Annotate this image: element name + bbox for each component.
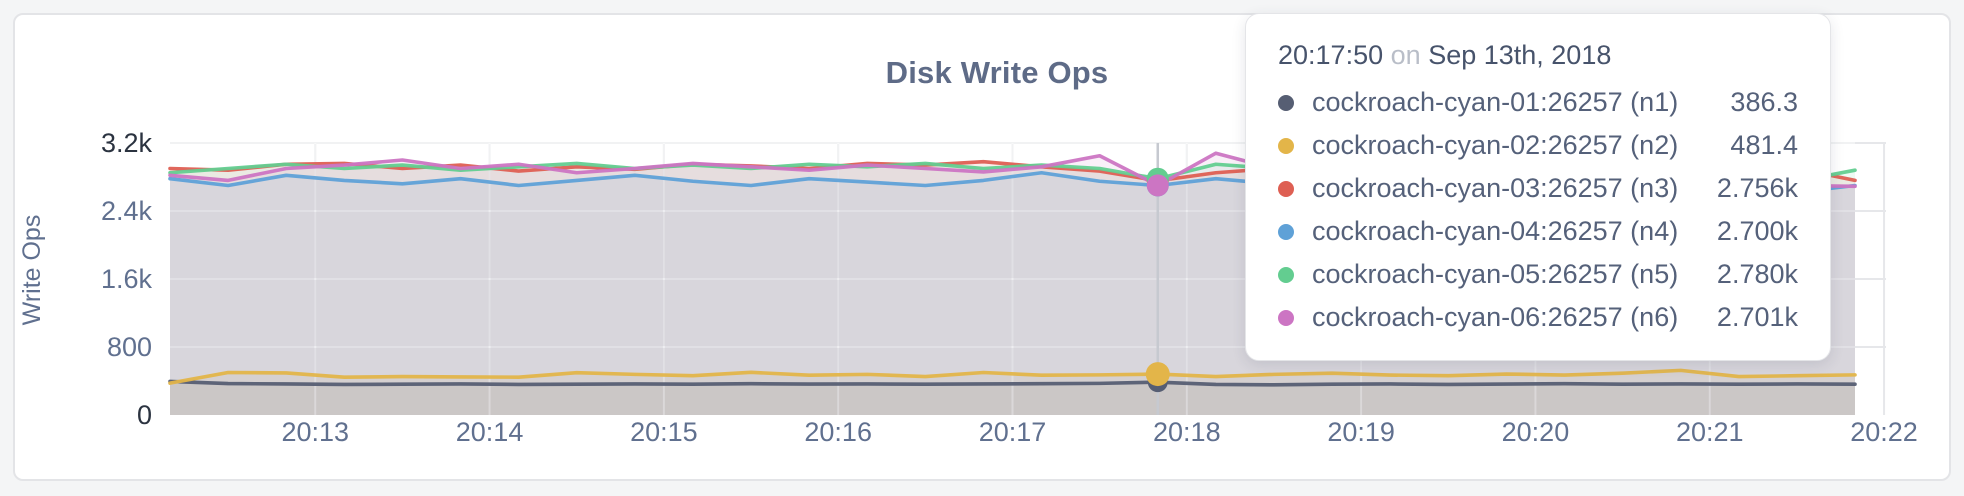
tooltip-on-word: on xyxy=(1390,40,1421,70)
x-tick-label: 20:22 xyxy=(1850,417,1918,447)
tooltip-row: cockroach-cyan-06:26257 (n6) 2.701k xyxy=(1278,296,1798,339)
series-line[interactable] xyxy=(168,368,1857,385)
series-name: cockroach-cyan-06:26257 (n6) xyxy=(1312,302,1679,332)
series-value: 2.780k xyxy=(1716,259,1798,289)
series-lines xyxy=(168,151,1857,387)
series-dot-icon xyxy=(1278,223,1294,240)
series-name: cockroach-cyan-01:26257 (n1) xyxy=(1312,87,1679,117)
x-tick-label: 20:21 xyxy=(1676,417,1744,447)
series-line[interactable] xyxy=(168,379,1857,387)
x-tick-label: 20:14 xyxy=(456,417,524,447)
series-dot-icon xyxy=(1278,180,1294,197)
hover-tooltip: 20:17:50 on Sep 13th, 2018 cockroach-cya… xyxy=(1245,13,1831,361)
axis-labels: 0 800 1.6k 2.4k 3.2k 20:13 20:14 20:15 20:16 20:1… xyxy=(18,128,1918,447)
tooltip-row: cockroach-cyan-02:26257 (n2) 481.4 xyxy=(1278,124,1798,167)
tooltip-row: cockroach-cyan-01:26257 (n1) 386.3 xyxy=(1278,81,1798,124)
area-fill xyxy=(170,370,1855,415)
series-name: cockroach-cyan-02:26257 (n2) xyxy=(1312,130,1679,160)
x-tick-label: 20:16 xyxy=(804,417,872,447)
area-fill xyxy=(170,381,1855,415)
tooltip-header: 20:17:50 on Sep 13th, 2018 xyxy=(1278,40,1798,71)
x-tick-label: 20:18 xyxy=(1153,417,1221,447)
x-tick-label: 20:13 xyxy=(281,417,349,447)
series-name: cockroach-cyan-04:26257 (n4) xyxy=(1312,216,1679,246)
y-tick-label: 1.6k xyxy=(101,264,153,294)
y-tick-label: 800 xyxy=(107,332,152,362)
y-tick-label: 2.4k xyxy=(101,196,153,226)
chart-title: Disk Write Ops xyxy=(885,55,1109,90)
series-value: 386.3 xyxy=(1730,87,1798,117)
tooltip-row: cockroach-cyan-04:26257 (n4) 2.700k xyxy=(1278,210,1798,253)
tooltip-row: cockroach-cyan-05:26257 (n5) 2.780k xyxy=(1278,253,1798,296)
hover-marker xyxy=(1145,143,1170,415)
y-tick-label: 0 xyxy=(137,400,152,430)
series-value: 2.700k xyxy=(1716,216,1798,246)
series-dot-icon xyxy=(1278,94,1294,111)
series-value: 2.701k xyxy=(1716,302,1798,332)
series-dot-icon xyxy=(1278,137,1294,154)
series-dot-icon xyxy=(1278,309,1294,326)
tooltip-date: Sep 13th, 2018 xyxy=(1428,40,1612,70)
tooltip-time: 20:17:50 xyxy=(1278,40,1384,70)
x-tick-label: 20:19 xyxy=(1327,417,1395,447)
tooltip-row: cockroach-cyan-03:26257 (n3) 2.756k xyxy=(1278,167,1798,210)
series-dot-icon xyxy=(1278,266,1294,283)
series-name: cockroach-cyan-05:26257 (n5) xyxy=(1312,259,1679,289)
x-tick-label: 20:17 xyxy=(979,417,1047,447)
hover-point-dot xyxy=(1145,362,1170,387)
y-tick-label: 3.2k xyxy=(101,128,153,158)
y-axis-title: Write Ops xyxy=(18,215,46,326)
series-value: 481.4 xyxy=(1730,130,1798,160)
series-name: cockroach-cyan-03:26257 (n3) xyxy=(1312,173,1679,203)
series-value: 2.756k xyxy=(1716,173,1798,203)
x-tick-label: 20:20 xyxy=(1502,417,1570,447)
hover-point-dot xyxy=(1146,174,1169,197)
tooltip-rows: cockroach-cyan-01:26257 (n1) 386.3 cockroa… xyxy=(1278,81,1798,339)
x-tick-label: 20:15 xyxy=(630,417,698,447)
